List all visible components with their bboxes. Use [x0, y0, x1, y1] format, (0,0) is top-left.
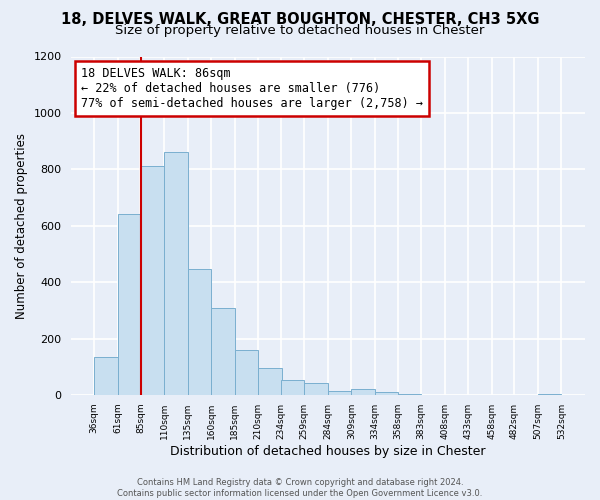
Y-axis label: Number of detached properties: Number of detached properties: [15, 132, 28, 318]
Bar: [538, 394, 562, 395]
Bar: [281, 380, 304, 395]
Bar: [304, 383, 328, 395]
Bar: [188, 270, 211, 395]
Bar: [211, 308, 235, 395]
Text: Contains HM Land Registry data © Crown copyright and database right 2024.
Contai: Contains HM Land Registry data © Crown c…: [118, 478, 482, 498]
Bar: [328, 390, 352, 395]
Text: 18, DELVES WALK, GREAT BOUGHTON, CHESTER, CH3 5XG: 18, DELVES WALK, GREAT BOUGHTON, CHESTER…: [61, 12, 539, 28]
Bar: [235, 350, 258, 395]
Text: Size of property relative to detached houses in Chester: Size of property relative to detached ho…: [115, 24, 485, 37]
Bar: [352, 390, 375, 395]
Bar: [258, 368, 281, 395]
Bar: [164, 152, 188, 395]
Bar: [140, 166, 164, 395]
X-axis label: Distribution of detached houses by size in Chester: Distribution of detached houses by size …: [170, 444, 485, 458]
Bar: [118, 214, 142, 395]
Bar: [398, 394, 421, 395]
Bar: [94, 357, 118, 395]
Bar: [375, 392, 398, 395]
Text: 18 DELVES WALK: 86sqm
← 22% of detached houses are smaller (776)
77% of semi-det: 18 DELVES WALK: 86sqm ← 22% of detached …: [81, 66, 423, 110]
